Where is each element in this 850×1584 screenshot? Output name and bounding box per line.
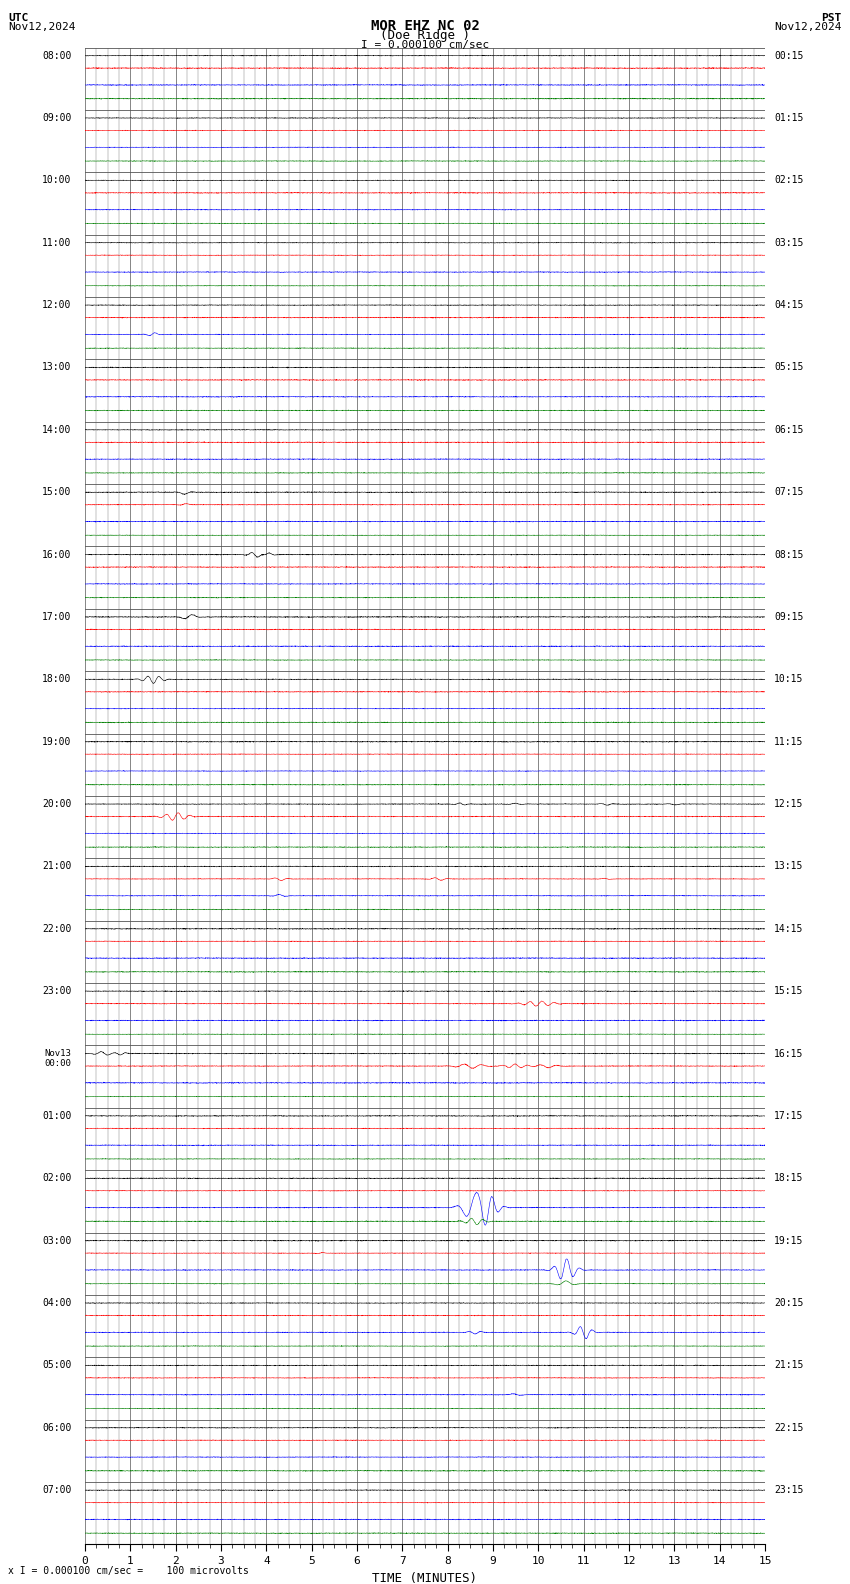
Text: 03:15: 03:15 <box>774 238 803 247</box>
Text: MOR EHZ NC 02: MOR EHZ NC 02 <box>371 19 479 33</box>
Text: 09:00: 09:00 <box>42 112 71 124</box>
Text: 23:00: 23:00 <box>42 987 71 996</box>
X-axis label: TIME (MINUTES): TIME (MINUTES) <box>372 1571 478 1584</box>
Text: 16:15: 16:15 <box>774 1049 803 1058</box>
Text: 02:00: 02:00 <box>42 1174 71 1183</box>
Text: Nov13
00:00: Nov13 00:00 <box>44 1049 71 1068</box>
Text: 01:00: 01:00 <box>42 1110 71 1121</box>
Text: 08:15: 08:15 <box>774 550 803 559</box>
Text: 21:15: 21:15 <box>774 1361 803 1370</box>
Text: 12:00: 12:00 <box>42 299 71 310</box>
Text: 13:15: 13:15 <box>774 862 803 871</box>
Text: PST: PST <box>821 13 842 22</box>
Text: 20:00: 20:00 <box>42 798 71 809</box>
Text: 10:15: 10:15 <box>774 675 803 684</box>
Text: 05:00: 05:00 <box>42 1361 71 1370</box>
Text: 04:15: 04:15 <box>774 299 803 310</box>
Text: 12:15: 12:15 <box>774 798 803 809</box>
Text: 14:00: 14:00 <box>42 425 71 436</box>
Text: 11:15: 11:15 <box>774 737 803 746</box>
Text: 01:15: 01:15 <box>774 112 803 124</box>
Text: 19:00: 19:00 <box>42 737 71 746</box>
Text: UTC: UTC <box>8 13 29 22</box>
Text: 05:15: 05:15 <box>774 363 803 372</box>
Text: 17:00: 17:00 <box>42 611 71 623</box>
Text: I = 0.000100 cm/sec: I = 0.000100 cm/sec <box>361 40 489 49</box>
Text: 18:15: 18:15 <box>774 1174 803 1183</box>
Text: 02:15: 02:15 <box>774 176 803 185</box>
Text: 20:15: 20:15 <box>774 1297 803 1308</box>
Text: 00:15: 00:15 <box>774 51 803 60</box>
Text: 11:00: 11:00 <box>42 238 71 247</box>
Text: 18:00: 18:00 <box>42 675 71 684</box>
Text: 03:00: 03:00 <box>42 1236 71 1245</box>
Text: 15:00: 15:00 <box>42 488 71 497</box>
Text: 09:15: 09:15 <box>774 611 803 623</box>
Text: 13:00: 13:00 <box>42 363 71 372</box>
Text: Nov12,2024: Nov12,2024 <box>774 22 842 32</box>
Text: 04:00: 04:00 <box>42 1297 71 1308</box>
Text: 14:15: 14:15 <box>774 923 803 935</box>
Text: 23:15: 23:15 <box>774 1486 803 1495</box>
Text: 06:15: 06:15 <box>774 425 803 436</box>
Text: 06:00: 06:00 <box>42 1422 71 1434</box>
Text: 22:15: 22:15 <box>774 1422 803 1434</box>
Text: (Doe Ridge ): (Doe Ridge ) <box>380 29 470 41</box>
Text: 07:15: 07:15 <box>774 488 803 497</box>
Text: 10:00: 10:00 <box>42 176 71 185</box>
Text: 07:00: 07:00 <box>42 1486 71 1495</box>
Text: Nov12,2024: Nov12,2024 <box>8 22 76 32</box>
Text: 08:00: 08:00 <box>42 51 71 60</box>
Text: 21:00: 21:00 <box>42 862 71 871</box>
Text: 15:15: 15:15 <box>774 987 803 996</box>
Text: 22:00: 22:00 <box>42 923 71 935</box>
Text: 17:15: 17:15 <box>774 1110 803 1121</box>
Text: 16:00: 16:00 <box>42 550 71 559</box>
Text: 19:15: 19:15 <box>774 1236 803 1245</box>
Text: x I = 0.000100 cm/sec =    100 microvolts: x I = 0.000100 cm/sec = 100 microvolts <box>8 1567 249 1576</box>
